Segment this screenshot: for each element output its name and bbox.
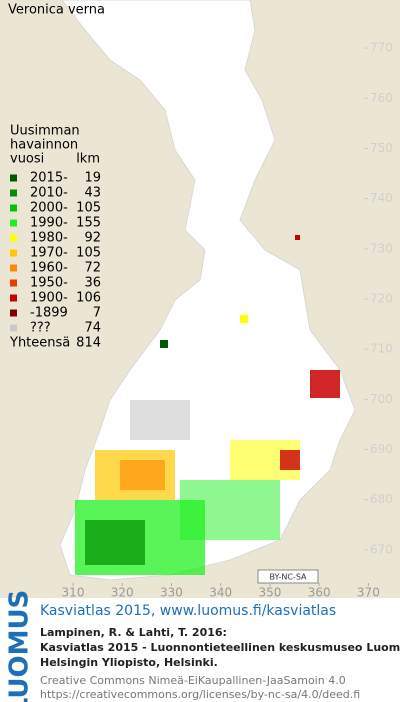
atlas-link[interactable]: Kasviatlas 2015, www.luomus.fi/kasviatla…	[40, 603, 336, 619]
legend-heading: vuosi	[10, 152, 44, 167]
y-tick-label: 770	[370, 41, 393, 55]
y-tick-label: 760	[370, 91, 393, 105]
citation-line: Lampinen, R. & Lahti, T. 2016:	[40, 626, 227, 639]
legend-label: 1960-	[30, 261, 68, 276]
footer-background	[0, 598, 400, 702]
y-tick-label: 710	[370, 342, 393, 356]
y-tick-label: 720	[370, 292, 393, 306]
x-tick-label: 360	[308, 586, 331, 600]
legend-swatch	[10, 264, 17, 272]
legend-heading: Uusimman	[10, 124, 80, 139]
map-title: Veronica verna	[8, 3, 105, 18]
legend-count-heading: lkm	[76, 152, 100, 167]
legend-total-label: Yhteensä	[9, 336, 70, 351]
legend-label: 1970-	[30, 246, 68, 261]
x-tick-label: 350	[258, 586, 281, 600]
legend-swatch	[10, 189, 17, 197]
legend-swatch	[10, 204, 17, 212]
legend-label: 2015-	[30, 171, 68, 186]
y-tick-label: 690	[370, 442, 393, 456]
x-tick-label: 370	[357, 586, 380, 600]
logo: LUOMUS	[5, 590, 35, 702]
y-tick-label: 750	[370, 141, 393, 155]
legend-count: 19	[84, 171, 101, 186]
y-tick-label: 680	[370, 492, 393, 506]
legend-count: 74	[84, 321, 101, 336]
license-badge: BY-NC-SA	[269, 573, 307, 582]
legend-total: 814	[76, 336, 101, 351]
x-tick-label: 310	[62, 586, 85, 600]
legend-swatch	[10, 174, 17, 182]
legend-count: 92	[84, 231, 101, 246]
legend-count: 72	[84, 261, 101, 276]
legend-heading: havainnon	[10, 138, 78, 153]
legend-count: 7	[93, 306, 101, 321]
legend-count: 105	[76, 201, 101, 216]
citation-line: Helsingin Yliopisto, Helsinki.	[40, 656, 218, 669]
legend-count: 155	[76, 216, 101, 231]
legend-swatch	[10, 309, 17, 317]
license-line: https://creativecommons.org/licenses/by-…	[40, 688, 360, 701]
legend-swatch	[10, 294, 17, 302]
legend-label: ???	[30, 321, 51, 336]
legend-label: 2000-	[30, 201, 68, 216]
legend-count: 36	[84, 276, 101, 291]
legend-swatch	[10, 279, 17, 287]
x-tick-label: 340	[209, 586, 232, 600]
legend-label: -1899	[30, 306, 68, 321]
license-badge-box	[257, 569, 319, 584]
legend-count: 106	[76, 291, 101, 306]
license-line: Creative Commons Nimeä-EiKaupallinen-Jaa…	[40, 674, 346, 687]
x-tick-label: 330	[160, 586, 183, 600]
legend-label: 2010-	[30, 186, 68, 201]
legend-swatch	[10, 249, 17, 257]
legend-count: 105	[76, 246, 101, 261]
legend-label: 1990-	[30, 216, 68, 231]
y-tick-label: 670	[370, 542, 393, 556]
legend-label: 1950-	[30, 276, 68, 291]
legend-swatch	[10, 324, 17, 332]
y-tick-label: 700	[370, 392, 393, 406]
legend-swatch	[10, 234, 17, 242]
legend-swatch	[10, 219, 17, 227]
record-clusters	[75, 235, 340, 575]
legend-count: 43	[84, 186, 101, 201]
citation-line: Kasviatlas 2015 - Luonnontieteellinen ke…	[40, 641, 400, 654]
y-tick-label: 740	[370, 191, 393, 205]
legend-label: 1900-	[30, 291, 68, 306]
legend-label: 1980-	[30, 231, 68, 246]
x-tick-label: 320	[111, 586, 134, 600]
y-tick-label: 730	[370, 241, 393, 255]
